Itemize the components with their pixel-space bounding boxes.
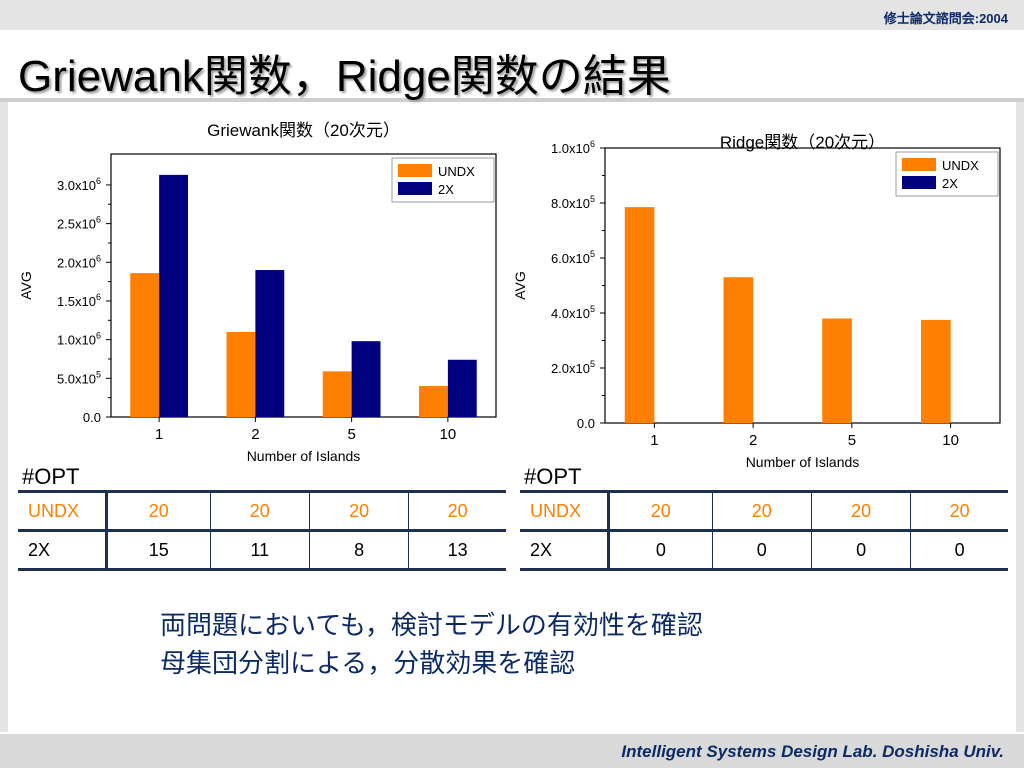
- bar-undx: [226, 331, 256, 417]
- opt-label-griewank: #OPT: [22, 464, 80, 489]
- y-axis-label: AVG: [512, 271, 528, 300]
- right-border: [1016, 102, 1024, 732]
- bar-2x: [255, 270, 285, 417]
- table-cell: 20: [408, 490, 506, 532]
- row-header: UNDX: [520, 490, 610, 532]
- bar-undx: [921, 319, 951, 423]
- bar-undx: [419, 386, 448, 417]
- table-cell: 0: [711, 529, 812, 571]
- y-tick-label: 4.0x105: [551, 304, 595, 321]
- y-tick-label: 3.0x106: [57, 176, 101, 193]
- bar-undx: [624, 207, 655, 423]
- summary: 両問題においても，検討モデルの有効性を確認 母集団分割による，分散効果を確認: [160, 606, 703, 682]
- table-row: 2X 15 11 8 13: [18, 529, 506, 571]
- legend-label: UNDX: [438, 164, 475, 179]
- table-cell: 20: [106, 490, 211, 532]
- table-row: UNDX 20 20 20 20: [18, 490, 506, 532]
- x-axis-label: Number of Islands: [746, 454, 860, 470]
- x-tick-label: 5: [347, 426, 355, 443]
- y-tick-label: 2.0x106: [57, 253, 101, 270]
- table-cell: 20: [910, 490, 1008, 532]
- opt-label-ridge: #OPT: [524, 464, 582, 489]
- row-header: UNDX: [18, 490, 108, 532]
- chart-title: Griewank関数（20次元）: [207, 121, 400, 140]
- y-tick-label: 8.0x105: [551, 194, 595, 211]
- summary-line-2: 母集団分割による，分散効果を確認: [160, 648, 576, 678]
- row-header: 2X: [18, 529, 108, 571]
- x-axis-label: Number of Islands: [247, 448, 361, 464]
- table-row: UNDX 20 20 20 20: [520, 490, 1008, 532]
- y-tick-label: 1.0x106: [57, 331, 101, 348]
- legend-swatch: [398, 182, 432, 195]
- table-cell: 20: [608, 490, 713, 532]
- table-cell: 13: [408, 529, 506, 571]
- header-bar: 修士論文諮問会:2004 Griewank関数，Ridge関数の結果: [0, 0, 1024, 102]
- y-axis-label: AVG: [18, 271, 34, 300]
- row-header: 2X: [520, 529, 610, 571]
- bar-undx: [822, 318, 852, 423]
- x-tick-label: 10: [440, 426, 457, 443]
- conference-label: 修士論文諮問会:2004: [883, 11, 1008, 26]
- bar-2x: [447, 359, 477, 417]
- table-cell: 0: [810, 529, 911, 571]
- x-tick-label: 2: [749, 432, 757, 449]
- slide-title: Griewank関数，Ridge関数の結果: [18, 52, 671, 101]
- table-row: 2X 0 0 0 0: [520, 529, 1008, 571]
- summary-line-1: 両問題においても，検討モデルの有効性を確認: [160, 610, 703, 640]
- table-cell: 0: [910, 529, 1008, 571]
- bar-2x: [159, 174, 188, 417]
- table-cell: 20: [308, 490, 409, 532]
- table-cell: 20: [711, 490, 812, 532]
- table-cell: 0: [608, 529, 713, 571]
- legend-label: UNDX: [942, 158, 979, 173]
- bar-undx: [723, 277, 754, 423]
- table-cell: 11: [209, 529, 310, 571]
- x-tick-label: 2: [251, 426, 259, 443]
- griewank-chart: Griewank関数（20次元） 0.0 5.0x105 1.0x106 1.5x106…: [18, 121, 497, 464]
- y-tick-label: 2.5x106: [57, 215, 101, 232]
- table-cell: 20: [810, 490, 911, 532]
- bar-2x: [351, 341, 381, 417]
- y-tick-label: 1.5x106: [57, 292, 101, 309]
- table-cell: 20: [209, 490, 310, 532]
- y-tick-label: 2.0x105: [551, 359, 595, 376]
- footer-bar: Intelligent Systems Design Lab. Doshisha…: [0, 734, 1024, 768]
- y-tick-label: 6.0x105: [551, 249, 595, 266]
- legend-swatch: [398, 164, 432, 177]
- bar-undx: [130, 273, 160, 417]
- table-cell: 8: [308, 529, 409, 571]
- y-tick-label: 5.0x105: [57, 369, 101, 386]
- x-tick-label: 1: [155, 426, 163, 443]
- bar-undx: [322, 371, 352, 417]
- x-tick-label: 1: [650, 432, 658, 449]
- legend-swatch: [902, 158, 936, 171]
- header-strip: [0, 0, 1024, 30]
- y-tick-label: 0.0: [577, 416, 595, 431]
- lab-name: Intelligent Systems Design Lab. Doshisha…: [621, 742, 1004, 761]
- y-tick-label: 1.0x106: [551, 139, 595, 156]
- x-tick-label: 10: [942, 432, 959, 449]
- legend-label: 2X: [438, 182, 454, 197]
- left-border: [0, 102, 8, 732]
- opt-table-griewank: UNDX 20 20 20 20 2X 15 11 8 13: [18, 490, 506, 571]
- chart-title: Ridge関数（20次元）: [720, 133, 885, 152]
- opt-table-ridge: UNDX 20 20 20 20 2X 0 0 0 0: [520, 490, 1008, 571]
- x-tick-label: 5: [848, 432, 856, 449]
- ridge-chart: Ridge関数（20次元） 0.0 2.0x105 4.0x105 6.0x105 8.0…: [512, 133, 1001, 470]
- plot-frame: [110, 153, 497, 418]
- y-tick-label: 0.0: [83, 410, 101, 425]
- legend-swatch: [902, 176, 936, 189]
- legend-label: 2X: [942, 176, 958, 191]
- table-cell: 15: [106, 529, 211, 571]
